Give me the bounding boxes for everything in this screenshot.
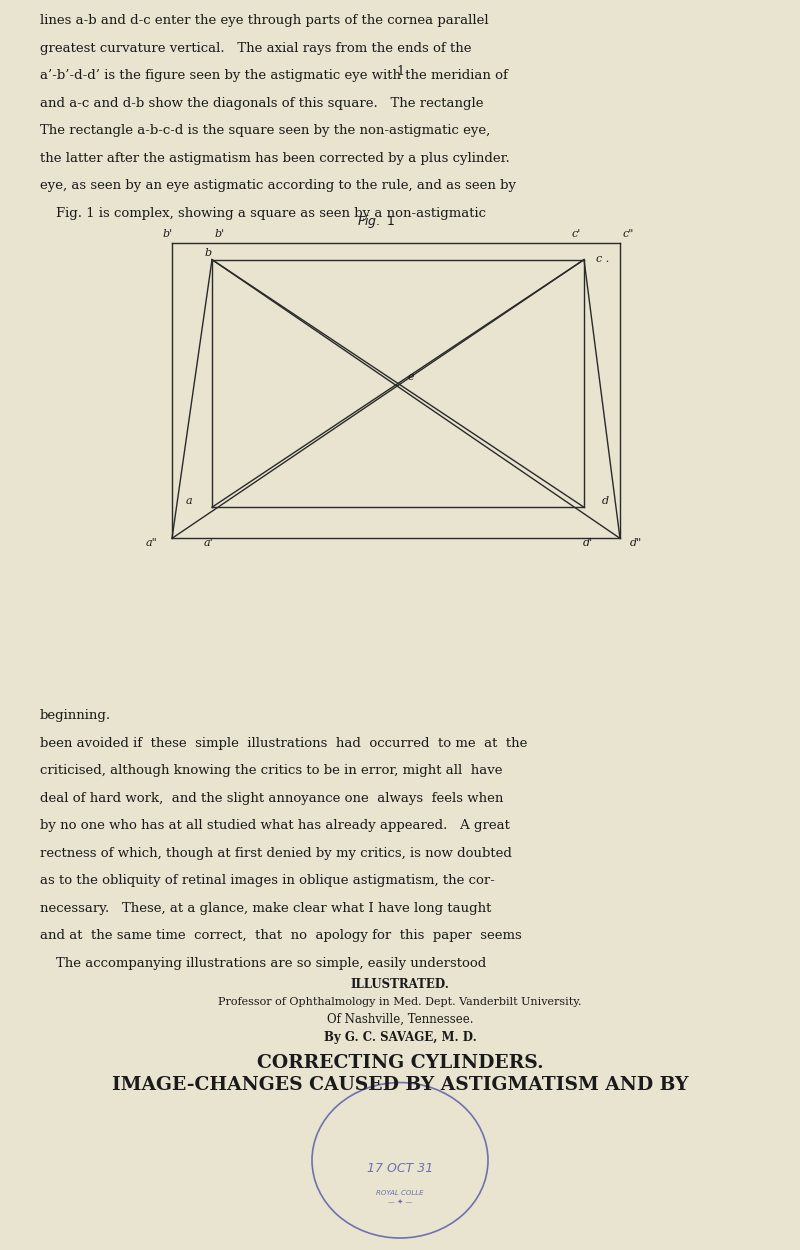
Text: d: d [602,496,609,506]
Text: Professor of Ophthalmology in Med. Dept. Vanderbilt University.: Professor of Ophthalmology in Med. Dept.… [218,998,582,1008]
Text: as to the obliquity of retinal images in oblique astigmatism, the cor-: as to the obliquity of retinal images in… [40,875,495,888]
Text: eye, as seen by an eye astigmatic according to the rule, and as seen by: eye, as seen by an eye astigmatic accord… [40,180,516,192]
Text: deal of hard work,  and the slight annoyance one  always  feels when: deal of hard work, and the slight annoya… [40,792,503,805]
Text: — ✦ —: — ✦ — [388,1199,412,1205]
Text: beginning.: beginning. [40,709,111,722]
Text: by no one who has at all studied what has already appeared.   A great: by no one who has at all studied what ha… [40,820,510,832]
Text: e: e [407,372,414,382]
Text: 1: 1 [396,65,404,78]
Text: necessary.   These, at a glance, make clear what I have long taught: necessary. These, at a glance, make clea… [40,902,491,915]
Text: IMAGE-CHANGES CAUSED BY ASTIGMATISM AND BY: IMAGE-CHANGES CAUSED BY ASTIGMATISM AND … [112,1076,688,1094]
Text: criticised, although knowing the critics to be in error, might all  have: criticised, although knowing the critics… [40,765,502,778]
Text: a': a' [203,538,213,548]
Text: b: b [205,248,211,258]
Text: a: a [186,496,192,506]
Text: ROYAL COLLE: ROYAL COLLE [376,1190,424,1195]
Text: CORRECTING CYLINDERS.: CORRECTING CYLINDERS. [257,1055,543,1072]
Text: 17 OCT 31: 17 OCT 31 [367,1162,433,1175]
Text: and a-c and d-b show the diagonals of this square.   The rectangle: and a-c and d-b show the diagonals of th… [40,98,483,110]
Text: a": a" [146,538,158,548]
Text: c': c' [571,229,581,239]
Text: d': d' [583,538,593,548]
Text: Of Nashville, Tennessee.: Of Nashville, Tennessee. [326,1013,474,1026]
Text: b': b' [163,229,173,239]
Text: d": d" [630,538,642,548]
Text: greatest curvature vertical.   The axial rays from the ends of the: greatest curvature vertical. The axial r… [40,42,471,55]
Text: c": c" [622,229,634,239]
Text: the latter after the astigmatism has been corrected by a plus cylinder.: the latter after the astigmatism has bee… [40,152,510,165]
Text: rectness of which, though at first denied by my critics, is now doubted: rectness of which, though at first denie… [40,848,512,860]
Text: By G. C. SAVAGE, M. D.: By G. C. SAVAGE, M. D. [324,1030,476,1044]
Text: b': b' [215,229,225,239]
Text: c .: c . [596,254,610,264]
Text: been avoided if  these  simple  illustrations  had  occurred  to me  at  the: been avoided if these simple illustratio… [40,736,527,750]
Text: $\mathit{Fig.\ 1}$: $\mathit{Fig.\ 1}$ [357,213,395,230]
Text: The rectangle a-b-c-d is the square seen by the non-astigmatic eye,: The rectangle a-b-c-d is the square seen… [40,125,490,138]
Text: Fig. 1 is complex, showing a square as seen by a non-astigmatic: Fig. 1 is complex, showing a square as s… [56,208,486,220]
Text: ILLUSTRATED.: ILLUSTRATED. [350,978,450,991]
Text: The accompanying illustrations are so simple, easily understood: The accompanying illustrations are so si… [56,958,486,970]
Text: lines a-b and d-c enter the eye through parts of the cornea parallel: lines a-b and d-c enter the eye through … [40,15,489,28]
Text: and at  the same time  correct,  that  no  apology for  this  paper  seems: and at the same time correct, that no ap… [40,930,522,942]
Text: a’-b’-d-d’ is the figure seen by the astigmatic eye with the meridian of: a’-b’-d-d’ is the figure seen by the ast… [40,70,508,82]
